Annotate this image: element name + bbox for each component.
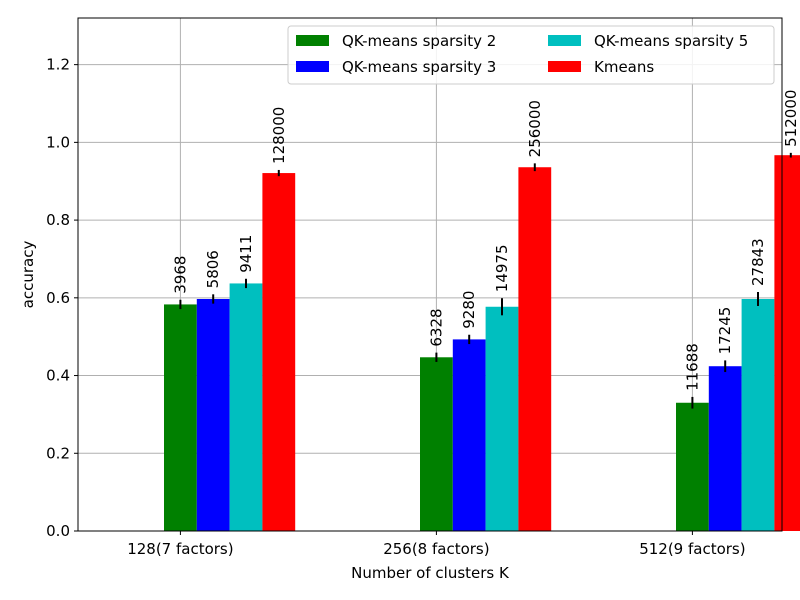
bar <box>196 298 230 531</box>
legend-swatch <box>548 35 581 46</box>
legend-item: QK-means sparsity 5 <box>548 32 748 50</box>
x-tick-label: 256(8 factors) <box>383 540 489 558</box>
y-tick-label: 0.6 <box>46 289 70 307</box>
y-tick-label: 0.8 <box>46 211 70 229</box>
legend-item: Kmeans <box>548 58 654 76</box>
legend-label: QK-means sparsity 5 <box>594 32 748 50</box>
bar <box>420 357 453 531</box>
error-bars <box>179 152 792 409</box>
bar-value-label: 256000 <box>526 100 544 157</box>
legend-label: Kmeans <box>594 58 654 76</box>
bar <box>676 402 709 531</box>
bar <box>164 304 197 531</box>
bar <box>262 173 296 531</box>
bar-value-label: 9280 <box>460 291 478 329</box>
y-tick-label: 0.0 <box>46 522 70 540</box>
bar-value-label: 5806 <box>204 250 222 288</box>
legend-label: QK-means sparsity 3 <box>342 58 496 76</box>
legend-swatch <box>296 61 329 72</box>
x-tick-label: 512(9 factors) <box>639 540 745 558</box>
bar-value-label: 512000 <box>782 90 800 147</box>
legend: QK-means sparsity 2 QK-means sparsity 3 QK… <box>287 25 775 85</box>
bar <box>708 366 742 531</box>
bars <box>164 155 800 531</box>
bar-value-label: 27843 <box>749 238 767 286</box>
legend-label: QK-means sparsity 2 <box>342 32 496 50</box>
plot-frame <box>77 17 783 532</box>
bar-value-label: 3968 <box>171 256 189 294</box>
y-axis-label: accuracy <box>19 241 37 309</box>
bar <box>774 155 800 531</box>
bar <box>485 306 519 531</box>
x-axis-ticks: 128(7 factors) 256(8 factors) 512(9 factor… <box>127 531 746 558</box>
bar-value-label: 17245 <box>716 307 734 355</box>
y-tick-label: 0.2 <box>46 444 70 462</box>
legend-box <box>287 25 775 85</box>
bar <box>452 339 486 531</box>
y-axis-ticks: 0.0 0.2 0.4 0.6 0.8 1.0 1.2 <box>46 56 78 540</box>
bar <box>741 298 775 531</box>
y-tick-label: 0.4 <box>46 367 70 385</box>
legend-item: QK-means sparsity 2 <box>296 32 496 50</box>
bar-value-label: 9411 <box>237 235 255 273</box>
x-axis-label: Number of clusters K <box>351 564 510 582</box>
bar-value-label: 128000 <box>270 107 288 164</box>
y-tick-label: 1.0 <box>46 133 70 151</box>
bar-value-labels: 3968 6328 11688 5806 9280 17245 9411 14975 27843… <box>171 90 799 391</box>
legend-swatch <box>548 61 581 72</box>
bar-value-label: 6328 <box>427 308 445 346</box>
bar <box>229 283 263 531</box>
legend-item: QK-means sparsity 3 <box>296 58 496 76</box>
bar <box>518 167 552 531</box>
y-tick-label: 1.2 <box>46 56 70 74</box>
x-tick-label: 128(7 factors) <box>127 540 233 558</box>
bar-value-label: 11688 <box>683 343 701 391</box>
legend-swatch <box>296 35 329 46</box>
bar-value-label: 14975 <box>493 244 511 292</box>
